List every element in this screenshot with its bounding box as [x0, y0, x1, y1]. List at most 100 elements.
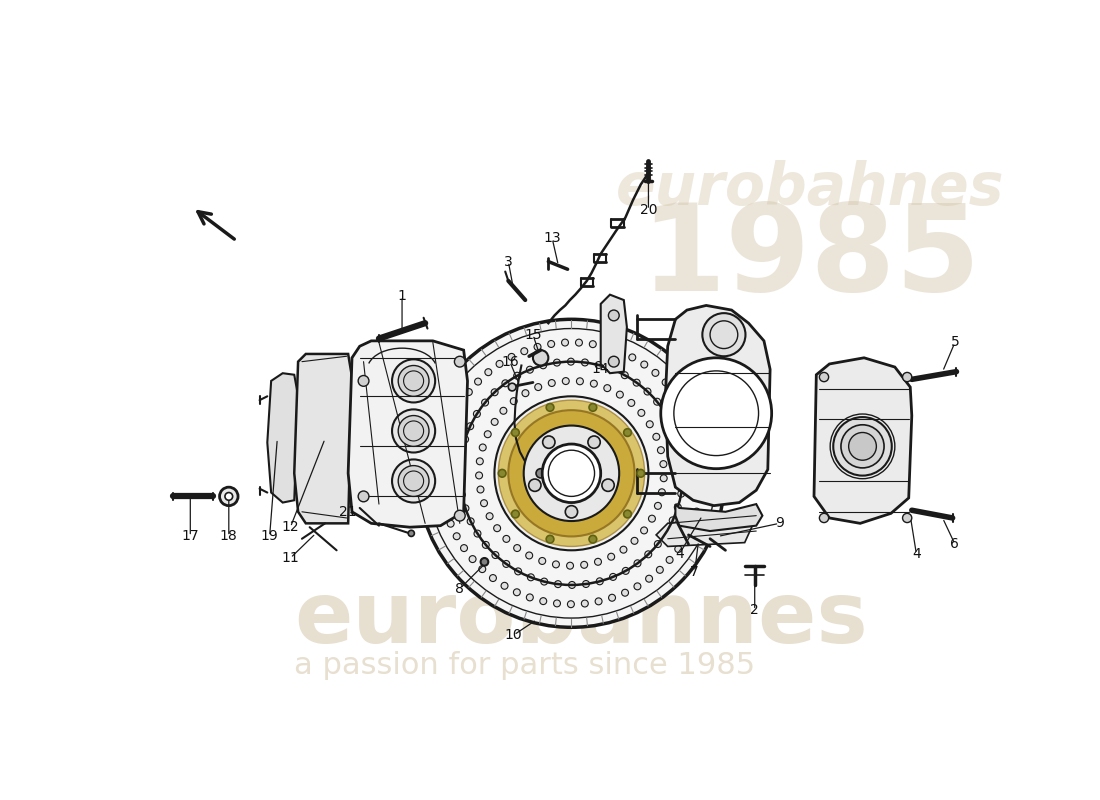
- Circle shape: [439, 494, 447, 501]
- Circle shape: [621, 372, 628, 378]
- Circle shape: [473, 410, 481, 418]
- Circle shape: [674, 504, 681, 510]
- Circle shape: [594, 558, 602, 566]
- Circle shape: [468, 518, 474, 525]
- Circle shape: [697, 453, 705, 460]
- Circle shape: [637, 470, 645, 477]
- Circle shape: [541, 578, 548, 585]
- Circle shape: [456, 478, 463, 484]
- Circle shape: [512, 510, 519, 518]
- Circle shape: [477, 486, 484, 493]
- Circle shape: [649, 515, 656, 522]
- Circle shape: [653, 434, 660, 440]
- Circle shape: [674, 435, 681, 442]
- Circle shape: [514, 545, 520, 551]
- Circle shape: [492, 551, 499, 558]
- Text: 20: 20: [640, 203, 657, 217]
- Text: 1: 1: [397, 290, 407, 303]
- Circle shape: [595, 598, 602, 605]
- Circle shape: [462, 436, 469, 442]
- Circle shape: [540, 362, 547, 369]
- Circle shape: [482, 399, 488, 406]
- Circle shape: [486, 513, 493, 520]
- Circle shape: [496, 361, 503, 367]
- Circle shape: [834, 417, 892, 476]
- Circle shape: [693, 508, 700, 515]
- Circle shape: [634, 583, 641, 590]
- Circle shape: [689, 522, 695, 528]
- Circle shape: [568, 358, 574, 365]
- Text: 19: 19: [261, 530, 278, 543]
- Circle shape: [536, 469, 546, 478]
- Circle shape: [529, 479, 541, 491]
- Circle shape: [408, 530, 415, 537]
- Circle shape: [482, 542, 490, 548]
- Circle shape: [438, 480, 444, 486]
- Polygon shape: [601, 294, 627, 373]
- Polygon shape: [656, 516, 752, 546]
- Circle shape: [490, 574, 496, 582]
- Polygon shape: [267, 373, 298, 502]
- Circle shape: [474, 378, 482, 385]
- Circle shape: [595, 362, 602, 369]
- Circle shape: [512, 429, 519, 437]
- Text: 4: 4: [912, 547, 921, 561]
- Circle shape: [698, 481, 705, 488]
- Circle shape: [659, 489, 666, 496]
- Circle shape: [842, 425, 884, 468]
- Circle shape: [498, 400, 645, 546]
- Circle shape: [552, 561, 560, 568]
- Circle shape: [646, 575, 652, 582]
- Circle shape: [437, 466, 444, 473]
- Circle shape: [554, 581, 561, 588]
- Circle shape: [456, 463, 463, 470]
- Circle shape: [582, 600, 588, 607]
- Circle shape: [508, 410, 635, 537]
- Circle shape: [553, 359, 560, 366]
- Circle shape: [548, 379, 556, 386]
- Circle shape: [392, 459, 436, 502]
- Circle shape: [662, 379, 669, 386]
- Circle shape: [566, 562, 573, 569]
- Circle shape: [583, 581, 590, 587]
- Circle shape: [462, 505, 469, 512]
- Polygon shape: [666, 306, 770, 506]
- Circle shape: [608, 356, 619, 367]
- Circle shape: [820, 373, 828, 382]
- Circle shape: [442, 507, 450, 514]
- Circle shape: [691, 426, 698, 433]
- Circle shape: [503, 561, 509, 567]
- Circle shape: [657, 566, 663, 574]
- Circle shape: [478, 566, 486, 573]
- Circle shape: [553, 600, 561, 607]
- Circle shape: [547, 403, 554, 411]
- Circle shape: [609, 574, 616, 580]
- Circle shape: [494, 525, 501, 532]
- Text: 7: 7: [691, 565, 698, 579]
- Circle shape: [539, 558, 546, 565]
- Circle shape: [466, 422, 474, 430]
- Circle shape: [475, 472, 483, 479]
- Circle shape: [526, 552, 532, 559]
- Circle shape: [481, 500, 487, 506]
- Circle shape: [392, 359, 436, 402]
- Circle shape: [359, 375, 369, 386]
- Circle shape: [652, 370, 659, 376]
- Text: eurobahnes: eurobahnes: [295, 578, 868, 661]
- Circle shape: [392, 410, 436, 453]
- Circle shape: [602, 479, 614, 491]
- Text: 11: 11: [282, 551, 299, 565]
- Circle shape: [644, 388, 651, 395]
- Circle shape: [476, 458, 483, 465]
- Circle shape: [902, 514, 912, 522]
- Circle shape: [527, 574, 535, 581]
- Circle shape: [446, 425, 452, 432]
- Circle shape: [702, 313, 746, 356]
- Text: 3: 3: [504, 254, 513, 269]
- Circle shape: [480, 444, 486, 451]
- Circle shape: [568, 601, 574, 608]
- Circle shape: [849, 433, 877, 460]
- Circle shape: [535, 384, 541, 390]
- Circle shape: [591, 380, 597, 387]
- Circle shape: [603, 344, 609, 350]
